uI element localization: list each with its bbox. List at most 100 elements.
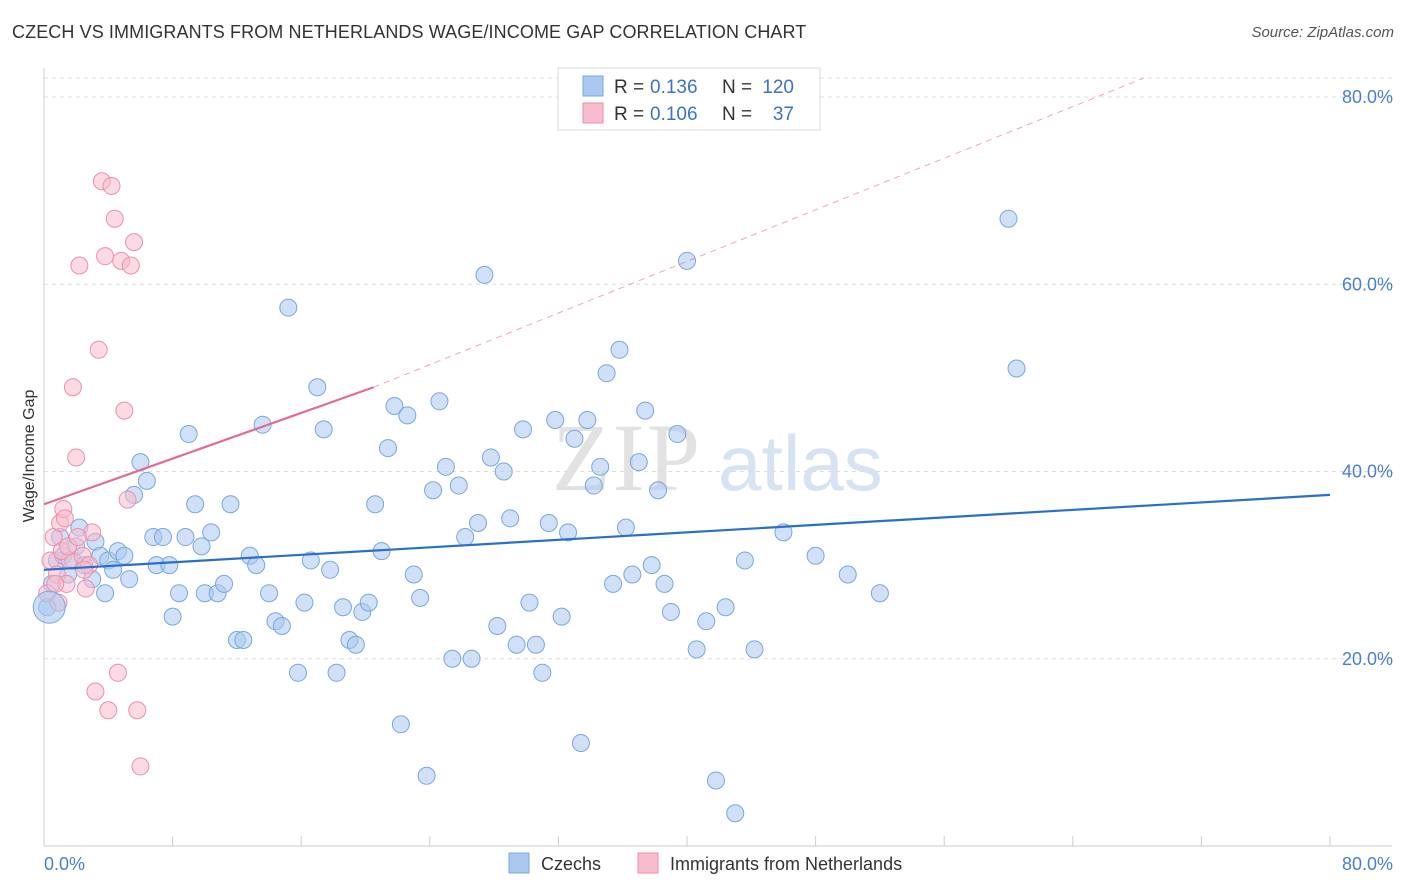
point-czechs-52 <box>327 663 346 682</box>
point-czechs-53 <box>333 598 352 617</box>
point-netherlands-36 <box>68 528 87 547</box>
point-netherlands-22 <box>108 663 127 682</box>
legend-n-value-czechs: 120 <box>762 77 794 98</box>
point-czechs-92 <box>584 476 603 495</box>
legend-swatch-czechs <box>582 75 604 97</box>
point-czechs-62 <box>391 715 410 734</box>
point-czechs-63 <box>398 406 417 425</box>
point-czechs-85 <box>539 513 558 532</box>
point-czechs-40 <box>247 556 266 575</box>
legend-r-label-czechs: R = <box>614 77 644 98</box>
point-netherlands-10 <box>70 256 89 275</box>
point-czechs-105 <box>668 425 687 444</box>
y-tick-label-3: 80.0% <box>1342 87 1393 107</box>
point-czechs-113 <box>745 640 764 659</box>
data-points <box>32 172 1026 823</box>
bottom-legend-swatch-czechs <box>508 852 530 874</box>
axes <box>43 68 1392 847</box>
point-czechs-112 <box>735 551 754 570</box>
point-czechs-30 <box>186 495 205 514</box>
point-czechs-73 <box>462 649 481 668</box>
point-czechs-69 <box>436 457 455 476</box>
point-czechs-25 <box>160 556 179 575</box>
point-netherlands-28 <box>128 701 147 720</box>
point-czechs-87 <box>552 607 571 626</box>
point-netherlands-34 <box>46 574 65 593</box>
point-czechs-100 <box>636 401 655 420</box>
point-czechs-99 <box>629 453 648 472</box>
point-czechs-77 <box>488 616 507 635</box>
point-netherlands-20 <box>102 176 121 195</box>
point-czechs-91 <box>578 411 597 430</box>
legend-n-value-netherlands: 37 <box>773 104 794 125</box>
point-czechs-44 <box>272 616 291 635</box>
point-czechs-15 <box>104 560 123 579</box>
point-czechs-55 <box>346 635 365 654</box>
point-czechs-93 <box>591 457 610 476</box>
point-netherlands-12 <box>76 579 95 598</box>
watermark-atlas: atlas <box>718 419 883 507</box>
trend-lines <box>43 77 1331 571</box>
source-label: Source: ZipAtlas.com <box>1251 24 1394 41</box>
point-czechs-68 <box>430 392 449 411</box>
point-czechs-119 <box>1007 359 1026 378</box>
point-czechs-81 <box>514 420 533 439</box>
trend-line-netherlands <box>43 386 374 506</box>
point-czechs-117 <box>870 584 889 603</box>
point-czechs-24 <box>153 528 172 547</box>
legend-swatch-netherlands <box>582 102 604 124</box>
point-czechs-111 <box>726 804 745 823</box>
point-czechs-57 <box>359 593 378 612</box>
point-czechs-46 <box>288 663 307 682</box>
point-czechs-33 <box>202 523 221 542</box>
point-czechs-98 <box>623 565 642 584</box>
point-czechs-116 <box>838 565 857 584</box>
bottom-legend-label-czechs: Czechs <box>541 854 601 874</box>
point-netherlands-21 <box>105 209 124 228</box>
point-netherlands-15 <box>86 682 105 701</box>
point-czechs-108 <box>697 612 716 631</box>
point-czechs-31 <box>192 537 211 556</box>
point-czechs-65 <box>411 588 430 607</box>
point-czechs-76 <box>481 448 500 467</box>
point-netherlands-26 <box>121 256 140 275</box>
point-czechs-95 <box>604 574 623 593</box>
point-czechs-70 <box>443 649 462 668</box>
bottom-legend-label-netherlands: Immigrants from Netherlands <box>670 854 902 874</box>
bottom-legend: Czechs Immigrants from Netherlands <box>508 852 902 874</box>
point-czechs-58 <box>366 495 385 514</box>
point-czechs-26 <box>163 607 182 626</box>
x-tick-label-0: 0.0% <box>44 854 85 874</box>
point-czechs-80 <box>507 635 526 654</box>
point-czechs-101 <box>642 556 661 575</box>
point-czechs-36 <box>221 495 240 514</box>
y-axis-title: Wage/Income Gap <box>21 390 38 523</box>
point-czechs-118 <box>999 209 1018 228</box>
point-czechs-90 <box>571 734 590 753</box>
point-czechs-102 <box>649 481 668 500</box>
top-legend: R = 0.136 N = 120 R = 0.106 N = 37 <box>557 67 821 131</box>
point-czechs-96 <box>610 340 629 359</box>
point-czechs-27 <box>170 584 189 603</box>
point-czechs-50 <box>314 420 333 439</box>
point-czechs-48 <box>301 551 320 570</box>
point-czechs-110 <box>716 598 735 617</box>
point-czechs-75 <box>475 265 494 284</box>
point-czechs-51 <box>321 560 340 579</box>
y-tick-label-2: 60.0% <box>1342 274 1393 294</box>
point-czechs-64 <box>404 565 423 584</box>
point-czechs-83 <box>526 635 545 654</box>
point-czechs-114 <box>774 523 793 542</box>
point-czechs-47 <box>295 593 314 612</box>
point-czechs-60 <box>379 439 398 458</box>
point-netherlands-16 <box>89 340 108 359</box>
point-netherlands-27 <box>125 233 144 252</box>
legend-r-value-czechs: 0.136 <box>650 77 698 98</box>
y-tick-label-1: 40.0% <box>1342 462 1393 482</box>
point-czechs-71 <box>449 476 468 495</box>
point-czechs-79 <box>501 509 520 528</box>
point-czechs-106 <box>678 251 696 270</box>
point-czechs-82 <box>520 593 539 612</box>
point-czechs-67 <box>424 481 443 500</box>
point-czechs-107 <box>687 640 706 659</box>
